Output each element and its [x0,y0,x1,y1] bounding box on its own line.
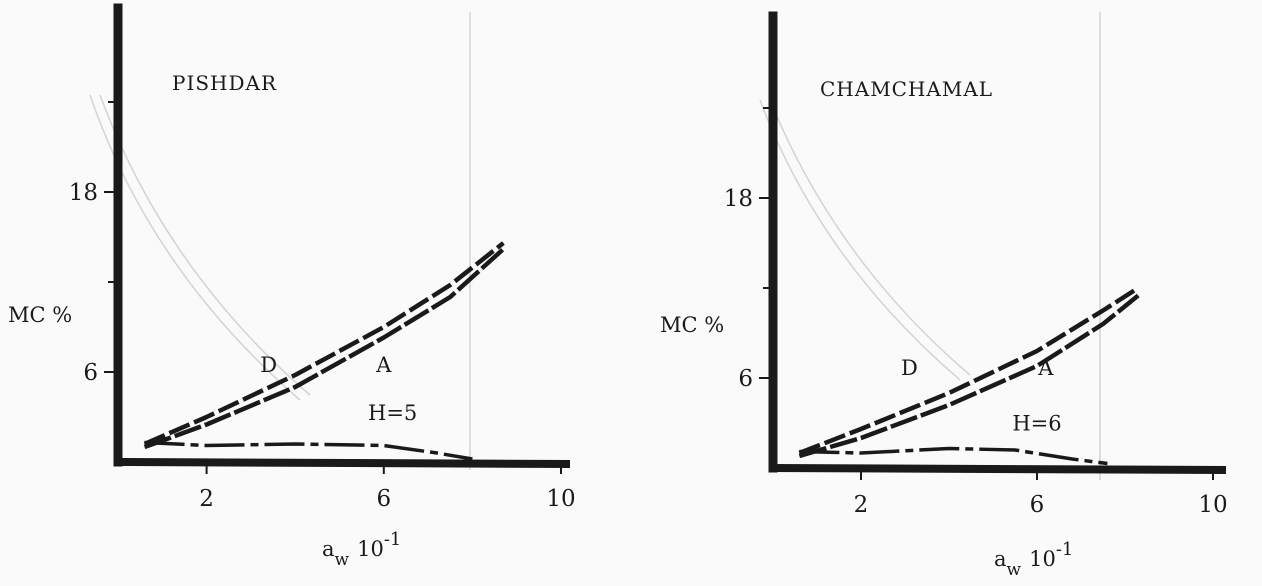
annotation-label: H=5 [368,401,417,425]
y-tick-label: 6 [738,366,753,392]
x-tick-label: 10 [1198,492,1227,518]
y-axis-label: MC % [660,313,724,337]
x-tick-label: 6 [376,486,391,512]
series-line-lower [799,446,1108,466]
series-line-d [798,286,1140,456]
series-line-lower [144,440,473,461]
x-tick-label: 10 [546,486,575,512]
annotation-label: A [375,353,392,377]
y-tick-label: 18 [69,180,98,206]
chart-panel-pishdar: 6 18 2 6 10 PISHDAR MC % aw 10-1 D A H=5 [8,3,576,570]
x-axis-line [768,463,1227,475]
y-tick-label: 6 [83,360,98,386]
annotation-label: D [260,353,277,377]
series-line-a [798,293,1140,459]
x-axis-label: aw 10-1 [994,539,1073,580]
y-axis-label: MC % [8,303,72,327]
x-tick-label: 2 [854,492,869,518]
x-tick-label: 6 [1030,492,1045,518]
annotation-label: H=6 [1012,412,1061,436]
chart-title: CHAMCHAMAL [820,77,993,101]
y-tick-label: 18 [724,186,753,212]
annotation-label: A [1037,356,1054,380]
chart-title: PISHDAR [172,71,277,95]
chart-panel-chamchamal: 6 18 2 6 10 CHAMCHAMAL MC % aw 10-1 D A H=6 [660,11,1228,580]
series-line-d [143,241,505,447]
series-line-a [143,247,505,450]
x-axis-label: aw 10-1 [322,529,401,570]
annotation-label: D [901,356,918,380]
x-tick-label: 2 [199,486,214,512]
x-axis-line [113,457,571,469]
